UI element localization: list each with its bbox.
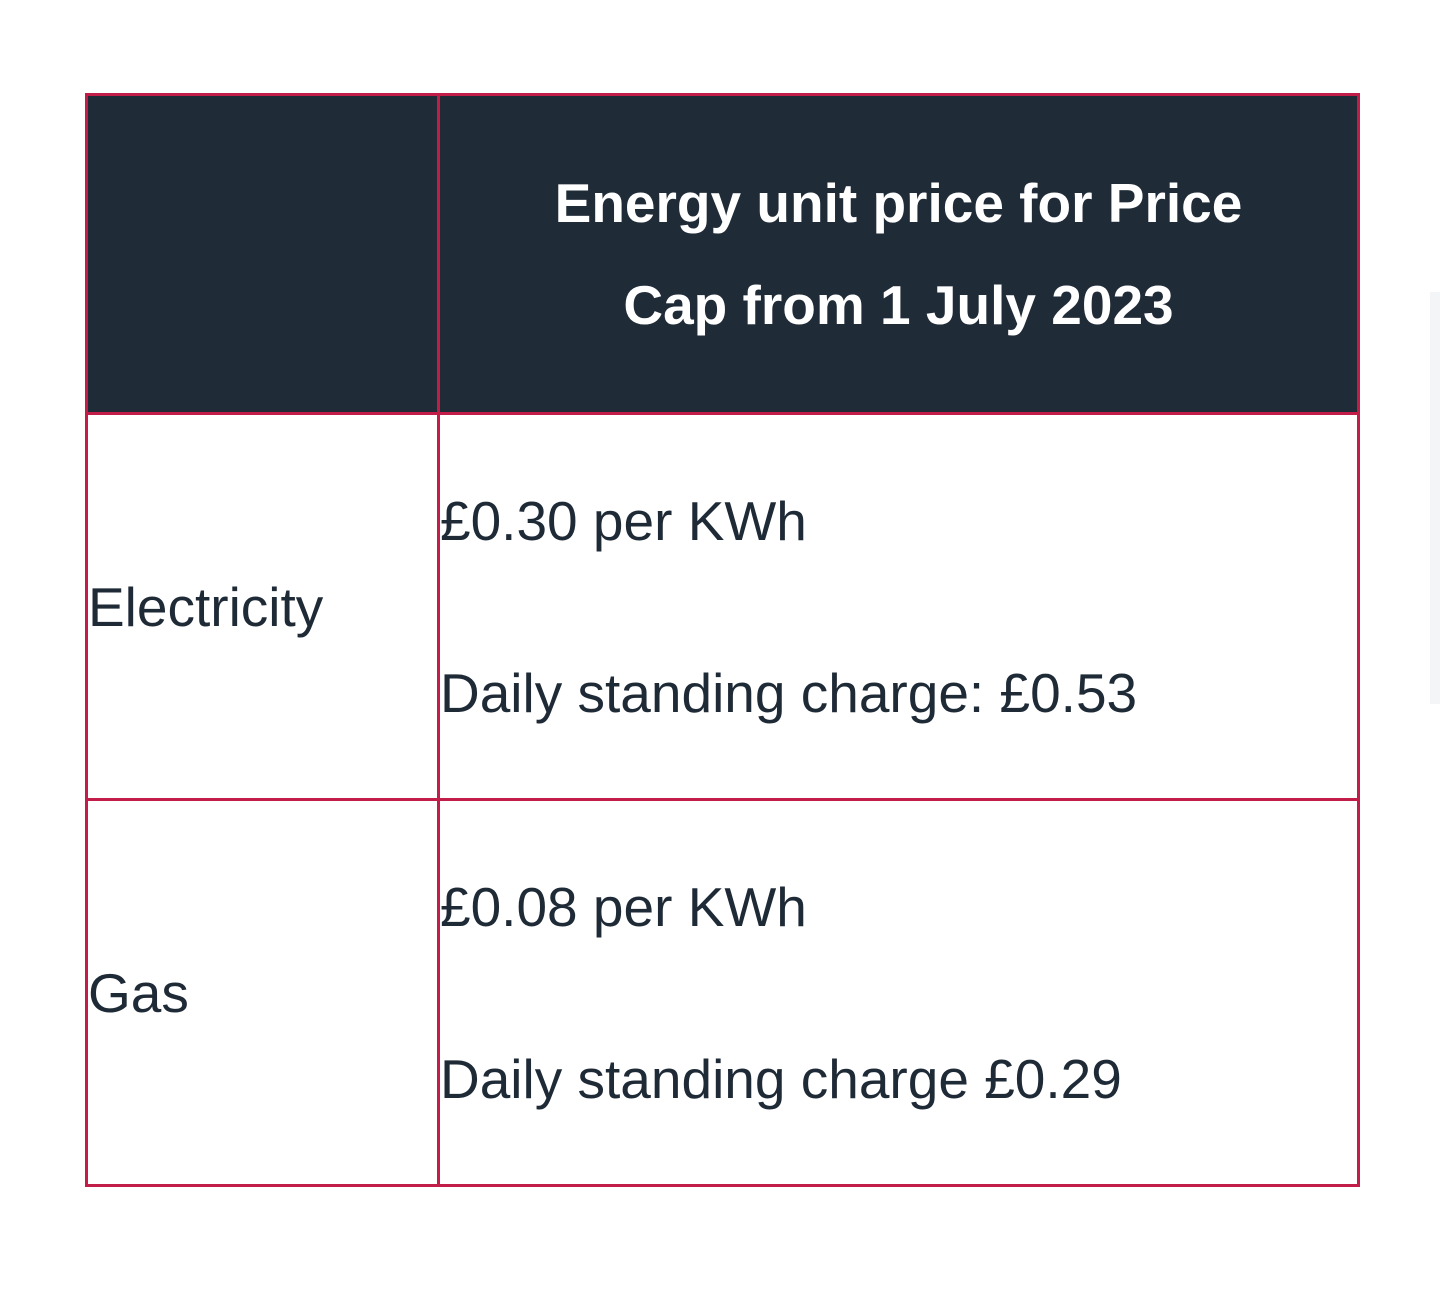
header-cell-price: Energy unit price for Price Cap from 1 J… (437, 93, 1360, 415)
edge-strip (1430, 292, 1440, 704)
header-row: Energy unit price for Price Cap from 1 J… (85, 93, 1360, 415)
table-row-electricity: Electricity £0.30 per KWh Daily standing… (85, 412, 1360, 801)
header-cell-empty (85, 93, 440, 415)
electricity-unit-price: £0.30 per KWh (440, 489, 807, 552)
header-price-label: Energy unit price for Price Cap from 1 J… (554, 172, 1243, 336)
row-values-electricity: £0.30 per KWh Daily standing charge: £0.… (437, 412, 1360, 801)
gas-standing-charge: Daily standing charge £0.29 (440, 1047, 1122, 1110)
electricity-standing-charge: Daily standing charge: £0.53 (440, 661, 1138, 724)
table-row-gas: Gas £0.08 per KWh Daily standing charge … (85, 798, 1360, 1187)
row-label-gas: Gas (85, 798, 440, 1187)
gas-unit-price: £0.08 per KWh (440, 875, 807, 938)
row-values-gas: £0.08 per KWh Daily standing charge £0.2… (437, 798, 1360, 1187)
table-body: Electricity £0.30 per KWh Daily standing… (85, 412, 1360, 1187)
table-header: Energy unit price for Price Cap from 1 J… (85, 93, 1360, 415)
price-cap-table: Energy unit price for Price Cap from 1 J… (85, 93, 1360, 1187)
row-label-electricity: Electricity (85, 412, 440, 801)
